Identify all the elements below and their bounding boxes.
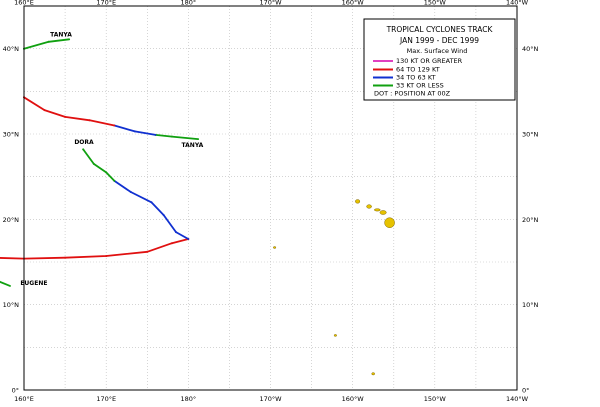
- storm-label-tanya: TANYA: [50, 32, 72, 39]
- track-position-dot: [64, 257, 66, 259]
- track-position-dot: [130, 191, 132, 193]
- legend-wind-header: Max. Surface Wind: [407, 47, 468, 55]
- legend-period: JAN 1999 - DEC 1999: [399, 36, 479, 45]
- legend-box: TROPICAL CYCLONES TRACK JAN 1999 - DEC 1…: [364, 19, 515, 100]
- island-maui: [380, 211, 386, 215]
- lon-tick-label-top: 150°W: [424, 0, 447, 7]
- lat-tick-label-right: 30°N: [522, 131, 539, 139]
- lat-tick-label-right: 10°N: [522, 301, 539, 309]
- lon-tick-label-bottom: 160°W: [342, 395, 365, 403]
- track-position-dot: [82, 148, 84, 150]
- lat-tick-label-left: 20°N: [3, 216, 20, 224]
- track-position-dot: [89, 119, 91, 121]
- storm-label-tanya: TANYA: [182, 142, 204, 149]
- legend-label-130kt: 130 KT OR GREATER: [396, 57, 463, 65]
- island-palmyra: [334, 334, 337, 336]
- track-position-dot: [64, 116, 66, 118]
- track-position-dot: [175, 231, 177, 233]
- legend-dot-note: DOT : POSITION AT 00Z: [374, 90, 451, 98]
- island-kiritimati: [372, 373, 375, 375]
- island-johnston: [273, 247, 276, 249]
- track-position-dot: [134, 130, 136, 132]
- lat-tick-label-right: 40°N: [522, 45, 539, 53]
- island-molokai: [374, 209, 380, 211]
- track-position-dot: [171, 242, 173, 244]
- lon-tick-label-top: 170°W: [259, 0, 282, 7]
- legend-title: TROPICAL CYCLONES TRACK: [386, 25, 494, 34]
- lon-tick-label-bottom: 140°W: [506, 395, 529, 403]
- lon-tick-label-bottom: 170°W: [259, 395, 282, 403]
- lat-tick-label-right: 20°N: [522, 216, 539, 224]
- island-kauai: [355, 200, 359, 204]
- track-position-dot: [163, 214, 165, 216]
- legend-label-34kt: 34 TO 63 KT: [396, 74, 436, 82]
- track-position-dot: [105, 255, 107, 257]
- track-position-dot: [150, 201, 152, 203]
- track-position-dot: [44, 109, 46, 111]
- lon-tick-label-bottom: 180°: [180, 395, 196, 403]
- track-position-dot: [146, 251, 148, 253]
- storm-label-dora: DORA: [74, 139, 94, 146]
- lat-tick-label-right: 0°: [522, 387, 529, 395]
- track-position-dot: [105, 171, 107, 173]
- lat-tick-label-left: 0°: [12, 387, 19, 395]
- lat-tick-label-left: 30°N: [3, 131, 20, 139]
- lon-tick-label-bottom: 160°E: [14, 395, 34, 403]
- lon-tick-label-top: 170°E: [96, 0, 116, 7]
- track-position-dot: [171, 136, 173, 138]
- island-hawaii: [385, 218, 395, 228]
- lat-tick-label-left: 40°N: [3, 45, 20, 53]
- track-position-dot: [93, 163, 95, 165]
- track-position-dot: [48, 41, 50, 43]
- island-oahu: [367, 205, 372, 209]
- lon-tick-label-top: 180°: [180, 0, 196, 7]
- lon-tick-label-top: 140°W: [506, 0, 529, 7]
- lon-tick-label-top: 160°E: [14, 0, 34, 7]
- lat-tick-label-left: 10°N: [3, 301, 20, 309]
- lon-tick-label-bottom: 170°E: [96, 395, 116, 403]
- legend-label-33kt: 33 KT OR LESS: [396, 82, 444, 90]
- legend-label-64kt: 64 TO 129 KT: [396, 66, 440, 74]
- lon-tick-label-top: 160°W: [342, 0, 365, 7]
- lon-tick-label-bottom: 150°W: [424, 395, 447, 403]
